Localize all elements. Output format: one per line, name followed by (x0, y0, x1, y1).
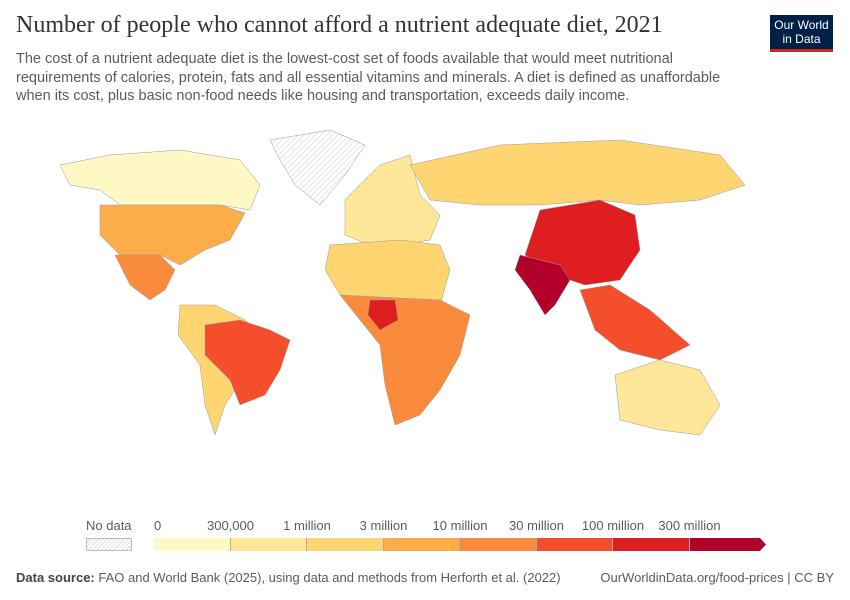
region-nigeria[interactable] (367, 299, 399, 331)
region-greenland[interactable] (269, 129, 366, 206)
legend-tick-label: 1 million (283, 518, 331, 533)
page-title: Number of people who cannot afford a nut… (16, 12, 663, 38)
legend-bin (613, 538, 690, 551)
legend-bin (689, 538, 766, 551)
footer-link[interactable]: OurWorldinData.org/food-prices | CC BY (600, 570, 834, 585)
region-southeast-asia[interactable] (579, 284, 691, 361)
map-legend: No data 0 300,000 1 million 3 million 10 mil… (0, 515, 850, 555)
owid-logo[interactable]: Our World in Data (770, 15, 833, 52)
region-united-states[interactable] (99, 204, 246, 266)
legend-tick-label: 300 million (658, 518, 721, 533)
no-data-swatch (86, 538, 132, 551)
legend-bin (536, 538, 613, 551)
region-australia[interactable] (614, 359, 721, 436)
no-data-label: No data (86, 518, 132, 533)
legend-bin (383, 538, 460, 551)
region-brazil[interactable] (204, 319, 291, 406)
data-source: Data source: FAO and World Bank (2025), … (16, 570, 561, 585)
legend-tick-label: 0 (154, 518, 162, 533)
world-map (59, 129, 746, 436)
legend-bin (307, 538, 384, 551)
legend-tick-label: 300,000 (207, 518, 254, 533)
legend-bin (460, 538, 537, 551)
legend-tick-label: 10 million (432, 518, 488, 533)
region-north-america[interactable] (59, 149, 261, 211)
page-subtitle: The cost of a nutrient adequate diet is … (16, 51, 721, 104)
region-mexico[interactable] (114, 254, 176, 301)
region-india[interactable] (514, 254, 571, 316)
region-africa[interactable] (339, 294, 471, 426)
region-europe[interactable] (344, 154, 441, 246)
legend-bin (154, 538, 231, 551)
legend-tick-label: 3 million (359, 518, 408, 533)
legend-bin (230, 538, 307, 551)
legend-tick-label: 100 million (581, 518, 645, 533)
region-russia[interactable] (409, 139, 746, 206)
legend-tick-label: 30 million (509, 518, 564, 533)
